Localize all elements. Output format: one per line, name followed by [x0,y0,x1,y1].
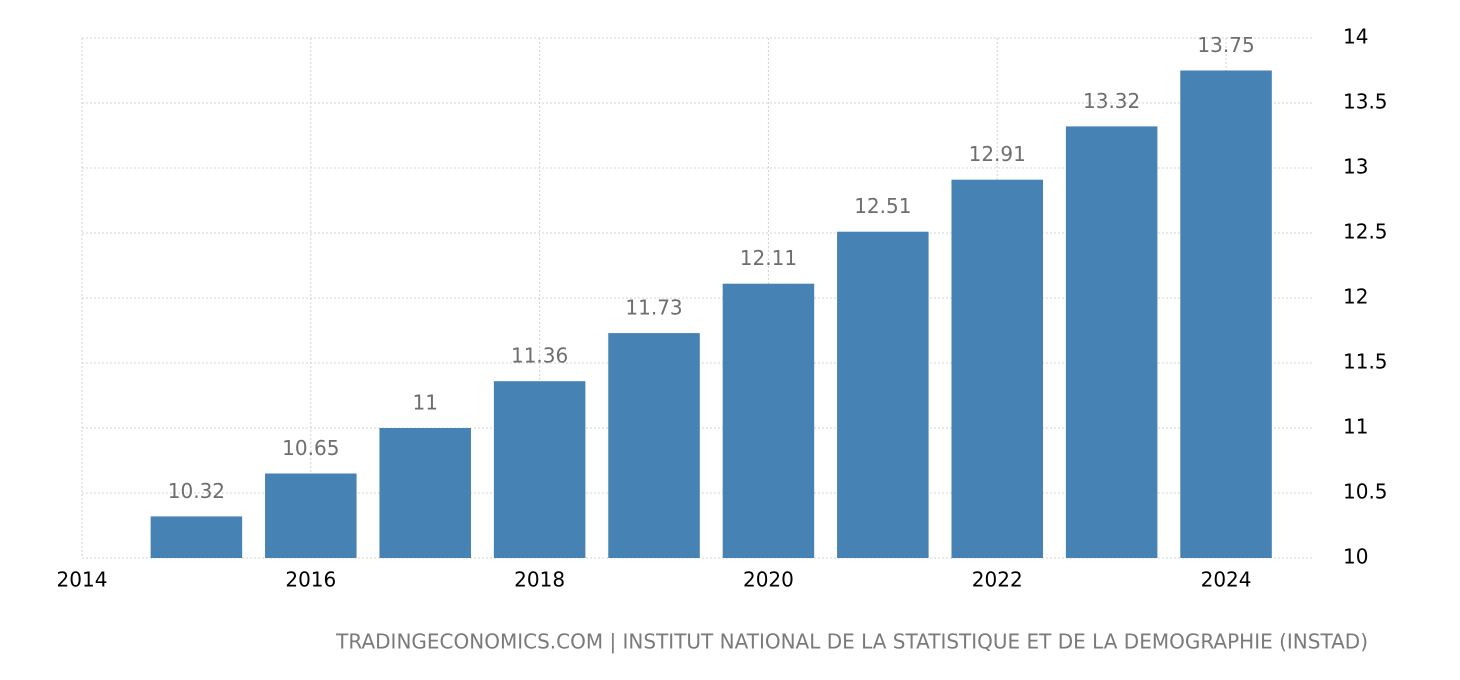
value-label: 13.32 [1083,89,1140,113]
y-tick-label: 14 [1343,25,1368,49]
value-label: 12.51 [854,194,911,218]
bar [1180,70,1272,558]
x-tick-label: 2022 [972,568,1023,592]
y-tick-label: 11.5 [1343,350,1388,374]
x-tick-label: 2018 [514,568,565,592]
x-tick-label: 2020 [743,568,794,592]
bar [722,283,815,558]
bar [1065,126,1158,559]
bar [608,333,700,558]
x-tick-label: 2014 [57,568,108,592]
y-tick-label: 13 [1343,155,1368,179]
bar [265,473,357,558]
bar [379,428,471,558]
y-tick-label: 11 [1343,415,1368,439]
value-label: 10.65 [282,436,339,460]
value-label: 13.75 [1197,33,1254,57]
value-label: 12.11 [740,246,797,270]
value-label: 11.73 [625,296,682,320]
value-label: 11.36 [511,344,568,368]
y-tick-label: 10 [1343,545,1368,569]
y-tick-label: 12.5 [1343,220,1388,244]
bar [951,179,1044,558]
source: TRADINGECONOMICS.COM | INSTITUT NATIONAL… [335,630,1368,654]
x-tick-label: 2024 [1201,568,1252,592]
value-label: 11 [412,391,437,415]
value-label: 12.91 [969,142,1026,166]
y-tick-label: 10.5 [1343,480,1388,504]
bar [493,381,586,558]
value-label: 10.32 [168,479,225,503]
bar [150,516,243,558]
y-tick-label: 13.5 [1343,90,1388,114]
x-tick-label: 2016 [285,568,336,592]
bar [837,231,929,558]
y-tick-label: 12 [1343,285,1368,309]
